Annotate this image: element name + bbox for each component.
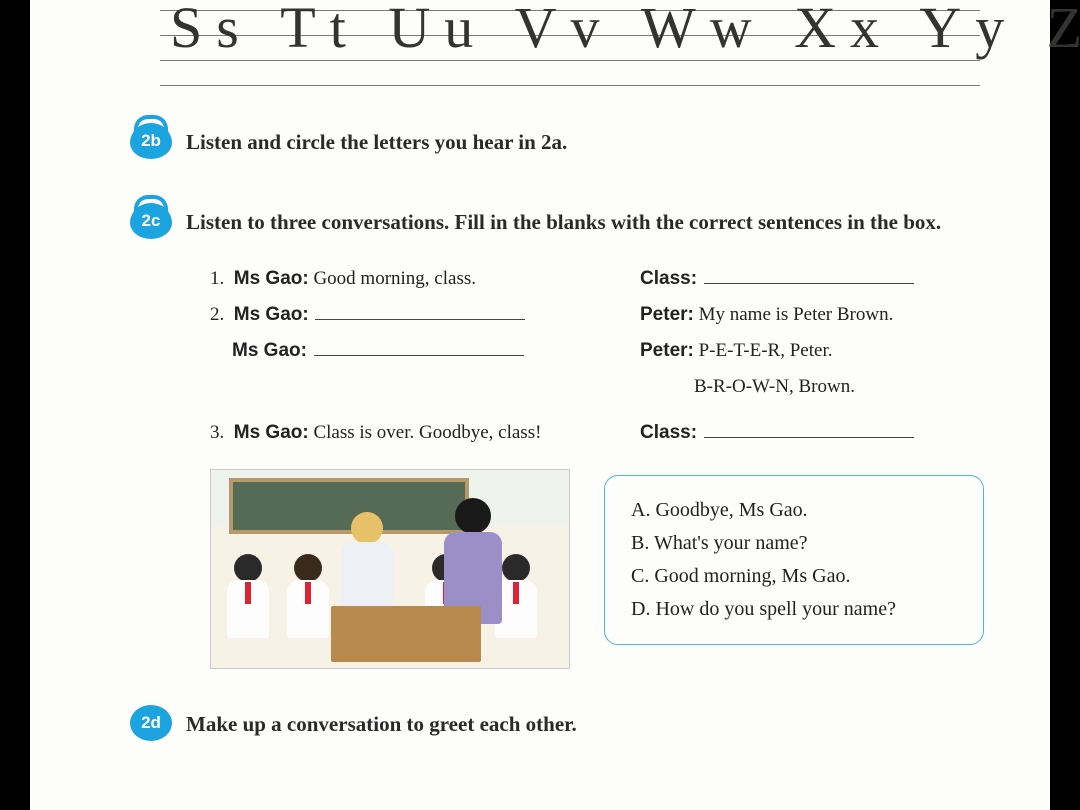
speaker-msgao: Ms Gao:: [234, 422, 309, 443]
line-peter-1: My name is Peter Brown.: [699, 304, 894, 325]
conv-row-2: 2. Ms Gao: Peter: My name is Peter Brown…: [210, 297, 990, 333]
blank-msgao-1[interactable]: [315, 299, 525, 320]
option-d: D. How do you spell your name?: [631, 593, 957, 626]
handwriting-lines: Ss Tt Uu Vv Ww Xx Yy Zz: [160, 0, 980, 85]
conv-row-3b: B-R-O-W-N, Brown.: [210, 369, 990, 405]
classroom-illustration: [210, 469, 570, 669]
speaker-msgao: Ms Gao:: [232, 340, 307, 361]
num-2: 2.: [210, 304, 224, 325]
speaker-peter: Peter:: [640, 340, 694, 361]
instruction-2c: Listen to three conversations. Fill in t…: [186, 203, 941, 239]
line-peter-3: B-R-O-W-N, Brown.: [694, 376, 855, 397]
option-c: C. Good morning, Ms Gao.: [631, 560, 957, 593]
options-box: A. Goodbye, Ms Gao. B. What's your name?…: [604, 475, 984, 645]
badge-2d: 2d: [130, 705, 172, 741]
speaker-peter: Peter:: [640, 304, 694, 325]
instruction-2d: Make up a conversation to greet each oth…: [186, 705, 577, 741]
num-3: 3.: [210, 422, 224, 443]
speaker-msgao: Ms Gao:: [234, 268, 309, 289]
option-a: A. Goodbye, Ms Gao.: [631, 494, 957, 527]
option-b: B. What's your name?: [631, 527, 957, 560]
line-4: Class is over. Goodbye, class!: [313, 422, 541, 443]
cursive-letters: Ss Tt Uu Vv Ww Xx Yy Zz: [170, 0, 970, 61]
line-1: Good morning, class.: [313, 268, 476, 289]
num-1: 1.: [210, 268, 224, 289]
speaker-class: Class:: [640, 422, 697, 443]
speaker-msgao: Ms Gao:: [234, 304, 309, 325]
rule-line: [160, 85, 980, 86]
blank-class-1[interactable]: [704, 263, 914, 284]
badge-2c: 2c: [130, 203, 172, 239]
lower-row: A. Goodbye, Ms Gao. B. What's your name?…: [210, 469, 990, 669]
blank-msgao-2[interactable]: [314, 335, 524, 356]
page: Ss Tt Uu Vv Ww Xx Yy Zz 2b Listen and ci…: [30, 0, 1050, 810]
blank-class-2[interactable]: [704, 417, 914, 438]
line-peter-2: P-E-T-E-R, Peter.: [699, 340, 833, 361]
activity-2d: 2d Make up a conversation to greet each …: [130, 705, 990, 741]
speaker-class: Class:: [640, 268, 697, 289]
activity-2c: 2c Listen to three conversations. Fill i…: [130, 203, 990, 239]
conv-row-1: 1. Ms Gao: Good morning, class. Class:: [210, 261, 990, 297]
instruction-2b: Listen and circle the letters you hear i…: [186, 123, 567, 159]
activity-2b: 2b Listen and circle the letters you hea…: [130, 123, 990, 159]
conv-row-4: 3. Ms Gao: Class is over. Goodbye, class…: [210, 415, 990, 451]
conv-row-3: Ms Gao: Peter: P-E-T-E-R, Peter.: [210, 333, 990, 369]
badge-2b: 2b: [130, 123, 172, 159]
desk: [331, 606, 481, 662]
conversation-block: 1. Ms Gao: Good morning, class. Class: 2…: [210, 261, 990, 451]
